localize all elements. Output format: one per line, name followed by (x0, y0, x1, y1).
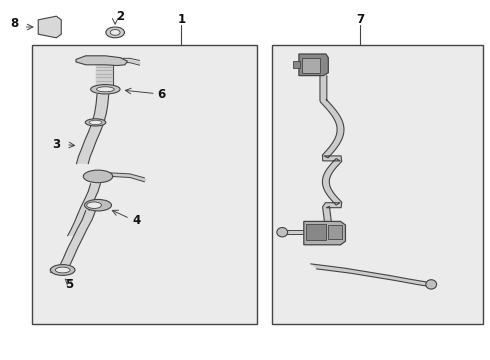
Bar (306, 224, 326, 240)
Ellipse shape (106, 27, 124, 38)
Bar (302, 58, 320, 73)
Polygon shape (76, 94, 109, 164)
Ellipse shape (277, 228, 288, 237)
Text: 5: 5 (66, 278, 74, 291)
Ellipse shape (89, 120, 102, 125)
Polygon shape (320, 76, 344, 225)
Text: 3: 3 (52, 138, 60, 150)
Ellipse shape (84, 199, 112, 211)
Text: 4: 4 (132, 214, 140, 227)
Polygon shape (304, 221, 345, 245)
Ellipse shape (91, 85, 120, 94)
Bar (328, 225, 342, 239)
Bar (96, 65, 113, 86)
Polygon shape (299, 54, 328, 76)
Text: 6: 6 (158, 88, 166, 101)
Text: 8: 8 (11, 17, 19, 30)
Polygon shape (76, 56, 127, 66)
Polygon shape (68, 184, 100, 236)
Ellipse shape (110, 30, 120, 35)
Ellipse shape (85, 119, 106, 126)
Bar (293, 61, 300, 68)
Text: 7: 7 (356, 13, 364, 26)
Ellipse shape (426, 280, 437, 289)
Ellipse shape (97, 87, 114, 92)
Ellipse shape (87, 202, 101, 208)
Ellipse shape (83, 170, 113, 183)
Text: 1: 1 (177, 13, 185, 26)
Ellipse shape (55, 267, 70, 273)
Polygon shape (311, 264, 432, 287)
Polygon shape (38, 16, 61, 38)
Ellipse shape (50, 265, 75, 275)
Bar (272, 45, 483, 324)
Bar (32, 45, 257, 324)
Polygon shape (60, 211, 96, 265)
Text: 2: 2 (116, 10, 124, 23)
